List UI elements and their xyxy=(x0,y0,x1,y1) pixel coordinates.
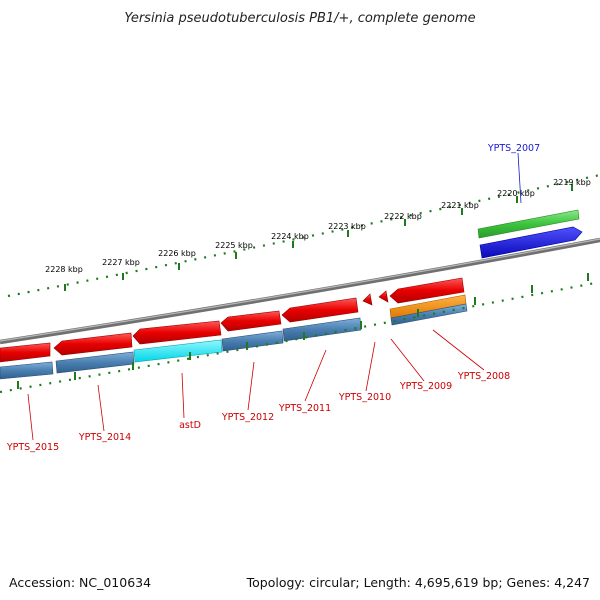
label-ypts-2008[interactable]: YPTS_2008 xyxy=(457,371,510,382)
callout-ypts-2007 xyxy=(517,152,522,204)
feature-ypts-2007-gene[interactable] xyxy=(477,209,580,239)
callout-ypts-2010 xyxy=(365,341,376,392)
tick-label-2219: 2219 kbp xyxy=(553,178,591,187)
feature-ypts-2010b-cds[interactable] xyxy=(378,290,389,303)
label-ypts-2012[interactable]: YPTS_2012 xyxy=(221,412,274,423)
feature-astd-cds[interactable] xyxy=(132,320,222,345)
label-ypts-2014[interactable]: YPTS_2014 xyxy=(78,432,131,443)
inner-ruler-major-ticks xyxy=(17,273,589,389)
label-ypts-2007[interactable]: YPTS_2007 xyxy=(487,143,540,154)
feature-ypts-2012-cds[interactable] xyxy=(220,310,282,332)
feature-ypts-2015-cds[interactable] xyxy=(0,342,51,363)
feature-ypts-2014-gene[interactable] xyxy=(55,351,135,374)
callout-ypts-2015 xyxy=(27,393,34,441)
tick-label-2221: 2221 kbp xyxy=(441,201,479,210)
feature-ypts-2011-gene[interactable] xyxy=(282,317,362,342)
callout-ypts-2014 xyxy=(97,384,105,432)
label-ypts-2009[interactable]: YPTS_2009 xyxy=(399,381,452,392)
label-ypts-2015[interactable]: YPTS_2015 xyxy=(6,442,59,453)
feature-ypts-2008-gene[interactable] xyxy=(390,303,468,326)
map-title: Yersinia pseudotuberculosis PB1/+, compl… xyxy=(124,11,475,26)
callout-astd xyxy=(181,372,185,419)
tick-label-2220: 2220 kbp xyxy=(497,189,535,198)
tick-label-2222: 2222 kbp xyxy=(384,212,422,221)
tick-label-2225: 2225 kbp xyxy=(215,241,253,250)
tick-label-2227: 2227 kbp xyxy=(102,258,140,267)
callout-ypts-2008 xyxy=(432,329,485,371)
label-ypts-2011[interactable]: YPTS_2011 xyxy=(278,403,331,414)
label-ypts-2010[interactable]: YPTS_2010 xyxy=(338,392,391,403)
label-astd[interactable]: astD xyxy=(179,420,201,431)
feature-astd-gene[interactable] xyxy=(133,339,223,363)
tick-label-2223: 2223 kbp xyxy=(328,222,366,231)
callout-ypts-2009 xyxy=(390,338,425,382)
feature-ypts-2007-cds[interactable] xyxy=(479,226,583,259)
tick-label-2228: 2228 kbp xyxy=(45,265,83,274)
feature-ypts-2010-cds[interactable] xyxy=(362,293,373,306)
tick-label-2224: 2224 kbp xyxy=(271,232,309,241)
feature-ypts-2012-gene[interactable] xyxy=(221,330,284,352)
feature-ypts-2014-cds[interactable] xyxy=(53,332,133,356)
feature-ypts-2015-gene[interactable] xyxy=(0,361,54,380)
topology-text: Topology: circular; Length: 4,695,619 bp… xyxy=(246,575,590,590)
feature-ypts-2011-cds[interactable] xyxy=(281,297,359,323)
outer-ruler-major-ticks xyxy=(64,184,573,291)
accession-text: Accession: NC_010634 xyxy=(9,575,151,590)
genome-backbone xyxy=(0,237,600,345)
genome-backbone-highlight xyxy=(0,238,600,342)
tick-label-2226: 2226 kbp xyxy=(158,249,196,258)
feature-ypts-2009-cds[interactable] xyxy=(389,277,465,304)
callout-ypts-2012 xyxy=(247,361,255,411)
callout-ypts-2011 xyxy=(304,349,327,402)
